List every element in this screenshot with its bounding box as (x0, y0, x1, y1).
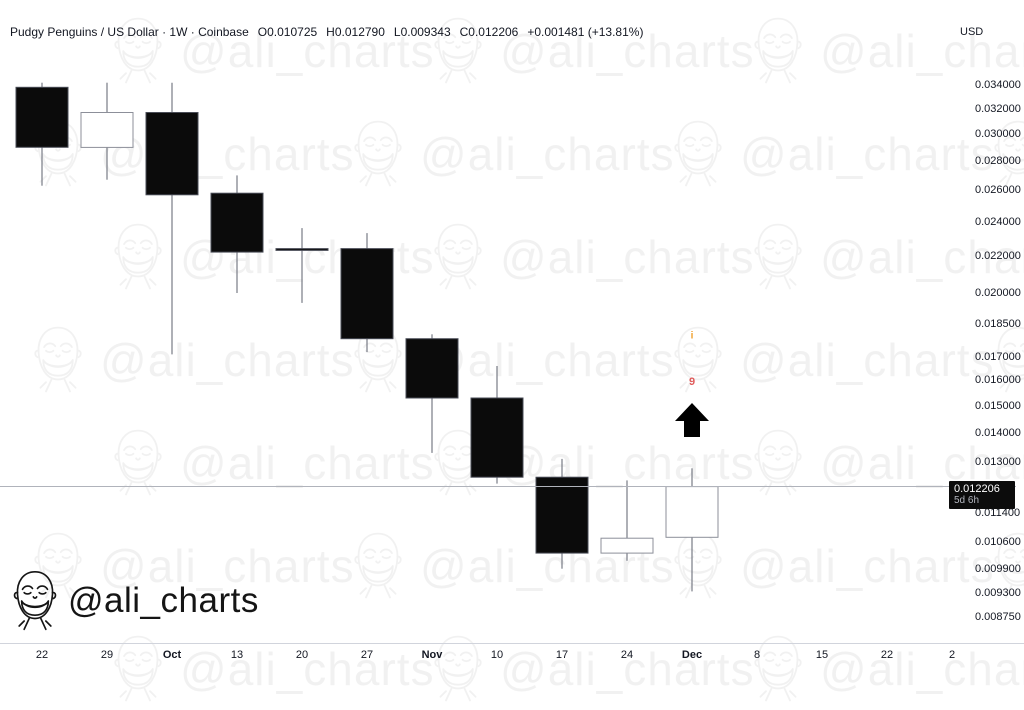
candle-body-oct-20 (275, 248, 329, 251)
ohlc-change: +0.001481 (+13.81%) (527, 25, 644, 39)
indicator-count-label-nine: 9 (688, 376, 696, 388)
price-tick-0.015000: 0.015000 (975, 400, 1021, 412)
price-tick-0.016000: 0.016000 (975, 374, 1021, 386)
ohlc-close: C0.012206 (459, 25, 519, 39)
price-tick-0.024000: 0.024000 (975, 216, 1021, 228)
time-tick-22: 22 (880, 649, 894, 661)
author-face-icon (13, 570, 57, 631)
time-tick-27: 27 (360, 649, 374, 661)
ohlc-open: O0.010725 (257, 25, 318, 39)
up-arrow-annotation[interactable] (674, 402, 710, 438)
time-tick-24: 24 (620, 649, 634, 661)
author-signature: @ali_charts (10, 566, 259, 636)
currency-label[interactable]: USD (960, 26, 984, 38)
current-price-value: 0.012206 (954, 482, 1000, 495)
candle-body-nov-17 (535, 476, 589, 554)
ohlc-low: L0.009343 (393, 25, 451, 39)
candle-body-dec-1 (665, 486, 719, 538)
time-tick-29: 29 (100, 649, 114, 661)
time-tick-2: 2 (948, 649, 956, 661)
price-tick-0.032000: 0.032000 (975, 103, 1021, 115)
price-tick-0.011400: 0.011400 (975, 507, 1021, 519)
current-price-label: 0.012206 5d 6h (949, 480, 1015, 509)
indicator-count-label-top: i (690, 330, 694, 342)
price-tick-0.026000: 0.026000 (975, 184, 1021, 196)
bar-countdown: 5d 6h (954, 494, 980, 506)
price-tick-0.009300: 0.009300 (975, 587, 1021, 599)
author-handle: @ali_charts (68, 581, 259, 620)
ohlc-high: H0.012790 (326, 25, 385, 39)
time-tick-8: 8 (753, 649, 761, 661)
time-tick-dec: Dec (681, 649, 703, 661)
candle-body-sep-29 (80, 112, 134, 148)
time-tick-10: 10 (490, 649, 504, 661)
time-tick-nov: Nov (421, 649, 443, 661)
legend-bar: Pudgy Penguins / US Dollar · 1W · Coinba… (10, 25, 643, 39)
candle-body-oct-27 (340, 248, 394, 340)
price-tick-0.013000: 0.013000 (975, 456, 1021, 468)
price-tick-0.008750: 0.008750 (975, 611, 1021, 623)
time-tick-oct: Oct (162, 649, 182, 661)
price-tick-0.009900: 0.009900 (975, 563, 1021, 575)
price-tick-0.028000: 0.028000 (975, 155, 1021, 167)
time-tick-22: 22 (35, 649, 49, 661)
candle-body-sep-22 (15, 86, 69, 148)
time-tick-13: 13 (230, 649, 244, 661)
price-tick-0.018500: 0.018500 (975, 318, 1021, 330)
time-tick-17: 17 (555, 649, 569, 661)
time-tick-20: 20 (295, 649, 309, 661)
candle-body-nov-10 (470, 397, 524, 478)
time-tick-15: 15 (815, 649, 829, 661)
candle-body-nov-3 (405, 338, 459, 399)
price-axis[interactable]: 0.034000 0.032000 0.030000 0.028000 0.026000… (948, 0, 1024, 643)
symbol-title[interactable]: Pudgy Penguins / US Dollar · 1W · Coinba… (10, 25, 249, 39)
price-tick-0.010600: 0.010600 (975, 536, 1021, 548)
price-tick-0.030000: 0.030000 (975, 128, 1021, 140)
price-tick-0.020000: 0.020000 (975, 287, 1021, 299)
price-tick-0.017000: 0.017000 (975, 351, 1021, 363)
current-price-line (0, 486, 1016, 488)
time-axis[interactable]: 22 29 Oct 13 20 27 Nov 10 17 24 Dec 8 15 22 2 (0, 643, 1024, 671)
candle-body-nov-24 (600, 537, 654, 554)
price-tick-0.034000: 0.034000 (975, 79, 1021, 91)
candle-body-oct-13 (210, 192, 264, 253)
price-tick-0.014000: 0.014000 (975, 427, 1021, 439)
candle-body-oct-6 (145, 112, 199, 196)
price-tick-0.022000: 0.022000 (975, 250, 1021, 262)
